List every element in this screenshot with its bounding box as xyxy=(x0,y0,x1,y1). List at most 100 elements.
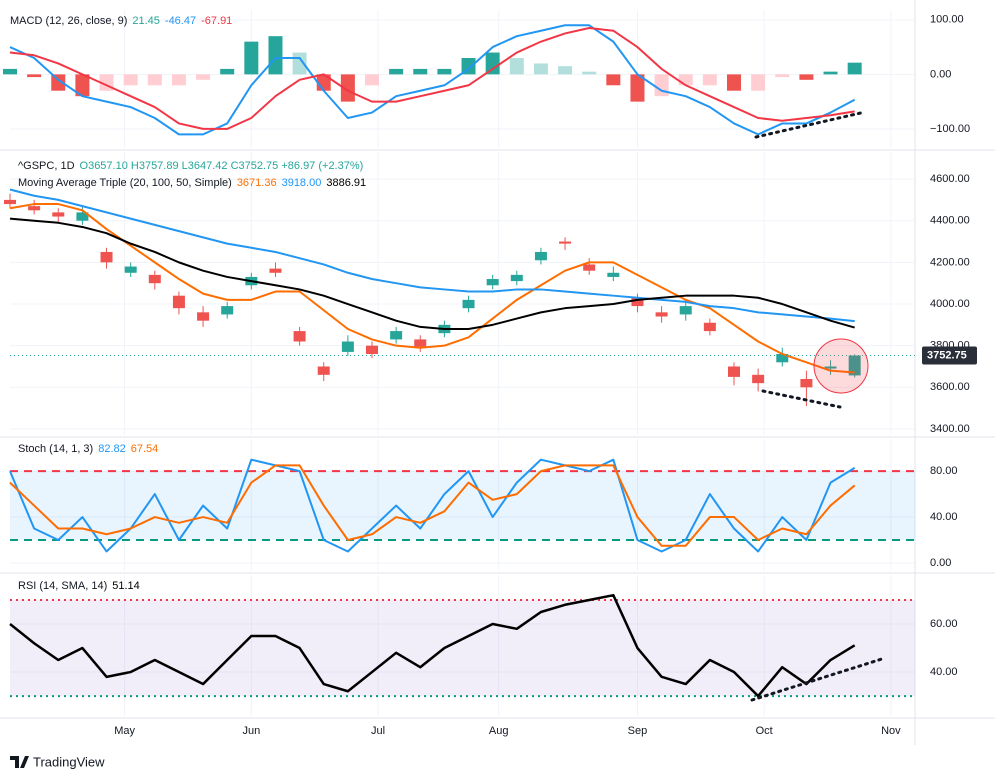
legend-value: 21.45 xyxy=(132,15,160,27)
legend-value: 3918.00 xyxy=(281,177,322,189)
annotations xyxy=(750,110,887,702)
y-tick-label: 3400.00 xyxy=(930,423,970,435)
x-tick-label: Sep xyxy=(628,725,648,737)
panel-borders xyxy=(0,0,995,745)
candle-body xyxy=(534,251,547,261)
legend-title: Moving Average Triple (20, 100, 50, Simp… xyxy=(18,177,232,189)
candle-body xyxy=(655,312,668,317)
candle-body xyxy=(4,199,16,205)
logo-mark xyxy=(10,756,29,768)
y-tick-label: 4200.00 xyxy=(930,256,970,268)
histogram-bar xyxy=(727,74,741,91)
histogram-bar xyxy=(340,74,355,102)
series-line xyxy=(9,593,856,698)
candle-body xyxy=(728,366,740,377)
series-line xyxy=(9,203,855,374)
ohlc: O3657.10 H3757.89 L3647.42 C3752.75 +86.… xyxy=(79,160,364,172)
legend-value: 82.82 xyxy=(98,443,126,455)
trendline xyxy=(754,110,867,139)
trendline xyxy=(761,389,842,409)
histogram-bar xyxy=(75,74,90,97)
histogram-bar xyxy=(365,74,379,86)
candle-body xyxy=(848,355,861,376)
y-tick-label: 4600.00 xyxy=(930,173,970,185)
candle-body xyxy=(124,266,137,273)
last-price-box xyxy=(922,346,977,365)
histogram-bar xyxy=(244,41,259,75)
y-tick-label: 3600.00 xyxy=(930,381,970,393)
candle-body xyxy=(293,331,306,342)
histogram-bar xyxy=(268,36,283,75)
histogram-bar xyxy=(582,71,597,75)
legend-title: RSI (14, SMA, 14) xyxy=(18,580,108,592)
candle-body xyxy=(510,274,523,282)
legend-title: MACD (12, 26, close, 9) xyxy=(10,15,128,27)
histogram-bar xyxy=(123,74,138,86)
x-tick-label: Jul xyxy=(371,725,385,737)
histogram-bar xyxy=(389,68,404,75)
y-tick-label: 0.00 xyxy=(930,557,951,569)
y-tick-label: 80.00 xyxy=(930,465,958,477)
legend-value: -46.47 xyxy=(164,15,197,27)
last-price-label: 3752.75 xyxy=(927,349,967,361)
histogram-bar xyxy=(823,71,838,75)
series-line xyxy=(9,464,856,547)
histogram-bar xyxy=(509,58,524,75)
candle-body xyxy=(269,268,282,273)
series-line xyxy=(9,24,856,136)
histogram-bar xyxy=(799,74,814,80)
candle-body xyxy=(607,272,620,277)
histogram-bar xyxy=(654,74,669,97)
x-tick-label: May xyxy=(114,725,135,737)
histogram-bar xyxy=(413,68,428,75)
price-legend: ^GSPC, 1D O3657.10 H3757.89 L3647.42 C375… xyxy=(18,160,368,172)
y-tick-label: 0.00 xyxy=(930,68,951,80)
candle-body xyxy=(341,341,354,352)
logo: TradingView xyxy=(10,754,105,769)
candle-body xyxy=(776,353,789,363)
histogram-bar xyxy=(171,74,186,86)
candle-body xyxy=(317,366,330,375)
histogram-bar xyxy=(196,74,211,80)
legend-title: Stoch (14, 1, 3) xyxy=(18,443,94,455)
candle-body xyxy=(462,299,475,309)
candle-body xyxy=(221,306,234,315)
y-tick-label: 4400.00 xyxy=(930,215,970,227)
histogram-bar xyxy=(702,74,717,86)
legend-value: -67.91 xyxy=(201,15,233,27)
y-tick-label: 60.00 xyxy=(930,618,958,630)
legend-value: 3886.91 xyxy=(326,177,367,189)
candle-body xyxy=(76,212,89,221)
x-tick-label: Aug xyxy=(489,725,509,737)
legend-value: 67.54 xyxy=(130,443,159,455)
y-tick-label: −100.00 xyxy=(930,123,970,135)
histogram-bar xyxy=(147,74,162,86)
series-line xyxy=(9,27,855,130)
candle-body xyxy=(52,212,65,217)
candle-body xyxy=(703,322,716,332)
histogram-bar xyxy=(847,62,862,75)
candle-body xyxy=(824,366,837,369)
candle-body xyxy=(148,274,161,284)
y-tick-label: 40.00 xyxy=(930,666,958,678)
footer-text: TradingView xyxy=(33,754,105,769)
candle-body xyxy=(752,374,765,384)
candle-body xyxy=(800,378,813,388)
histogram-bar xyxy=(485,52,500,75)
histogram-bar xyxy=(606,74,621,86)
candle-body xyxy=(583,264,596,271)
histogram-bar xyxy=(437,68,452,75)
histogram-bar xyxy=(51,74,66,91)
histogram-bar xyxy=(630,74,645,102)
stoch-legend: Stoch (14, 1, 3) 82.82 67.54 xyxy=(18,443,163,455)
histogram-bar xyxy=(678,74,693,86)
legend-value: 3671.36 xyxy=(236,177,277,189)
candle-body xyxy=(679,306,692,315)
histogram-bar xyxy=(533,63,548,75)
plot: 100.000.00−100.003400.003600.003800.0040… xyxy=(3,10,977,737)
candle-body xyxy=(172,295,185,309)
y-tick-label: 100.00 xyxy=(930,14,964,26)
candle-body xyxy=(414,339,427,348)
candle-body xyxy=(631,297,644,307)
